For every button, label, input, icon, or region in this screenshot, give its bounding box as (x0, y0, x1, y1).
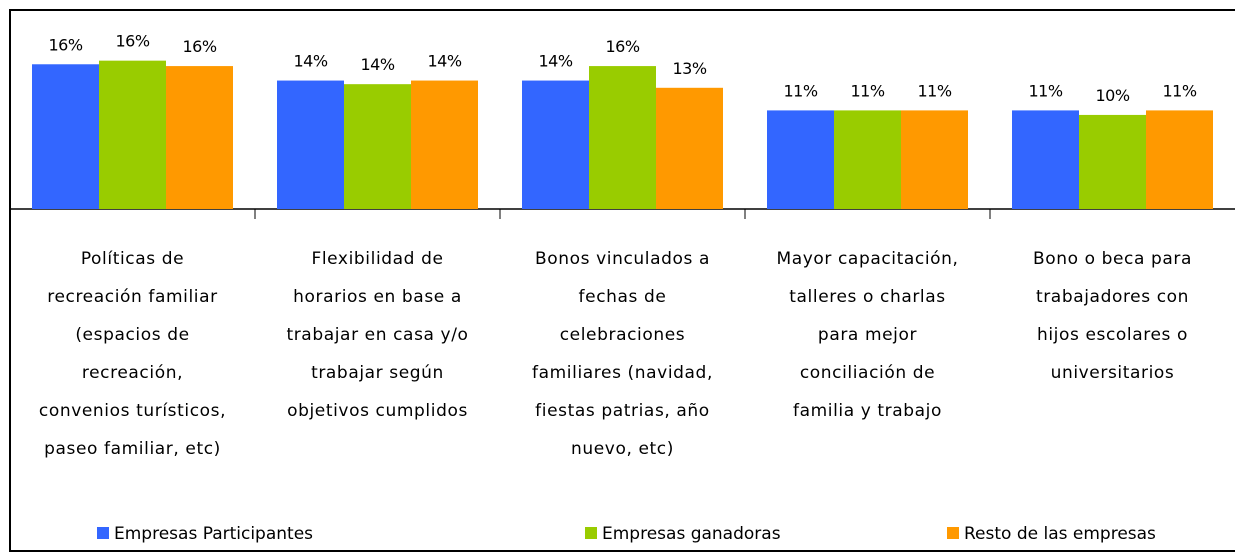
bar (344, 84, 411, 209)
data-label: 14% (293, 52, 327, 71)
data-label: 13% (672, 59, 706, 78)
x-tick-label: Bonos vinculados a fechas de celebracion… (532, 249, 713, 459)
bar (99, 60, 166, 210)
data-label: 10% (1095, 86, 1129, 105)
bar (767, 110, 834, 209)
bar (834, 110, 901, 209)
legend-label: Empresas Participantes (114, 524, 313, 544)
bar (901, 110, 968, 209)
bar (1012, 110, 1079, 209)
bar (277, 80, 344, 210)
bar (656, 87, 723, 209)
bar (166, 66, 233, 209)
legend-label: Empresas ganadoras (602, 524, 781, 544)
data-label: 16% (48, 35, 82, 54)
x-tick-label: Políticas de recreación familiar (espaci… (38, 249, 227, 459)
x-tick-label: Mayor capacitación, talleres o charlas p… (776, 249, 959, 421)
data-label: 14% (427, 52, 461, 71)
legend-label: Resto de las empresas (964, 524, 1156, 544)
data-label: 11% (783, 81, 817, 100)
bar (522, 80, 589, 210)
legend-swatch (947, 527, 959, 539)
data-label: 14% (538, 52, 572, 71)
x-tick-label: Bono o beca para trabajadores con hijos … (1032, 249, 1193, 383)
legend-swatch (585, 527, 597, 539)
data-label: 11% (917, 81, 951, 100)
bar (589, 66, 656, 209)
bar (1079, 114, 1146, 209)
bar (32, 64, 99, 209)
data-label: 11% (1162, 81, 1196, 100)
bar (1146, 110, 1213, 209)
x-tick-label: Flexibilidad de horarios en base a traba… (286, 249, 469, 421)
data-label: 11% (1028, 81, 1062, 100)
data-label: 16% (115, 32, 149, 51)
data-label: 16% (605, 37, 639, 56)
data-label: 14% (360, 55, 394, 74)
legend-swatch (97, 527, 109, 539)
data-label: 16% (182, 37, 216, 56)
chart-frame (9, 9, 1235, 552)
bar (411, 80, 478, 210)
data-label: 11% (850, 81, 884, 100)
